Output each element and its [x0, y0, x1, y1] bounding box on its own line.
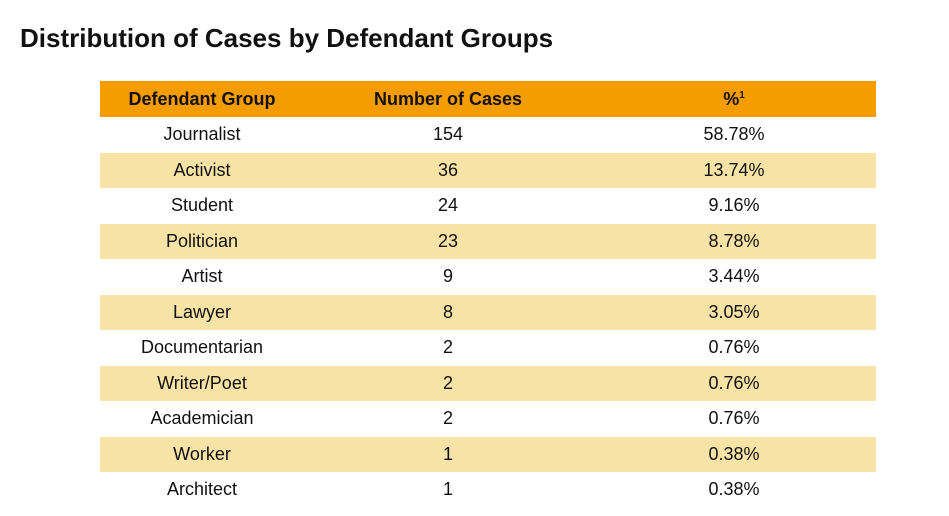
cell-group: Academician: [150, 408, 254, 429]
table-row: Architect 1 0.38%: [100, 472, 876, 508]
table-row: Worker 1 0.38%: [100, 436, 876, 472]
cell-cases: 23: [304, 223, 592, 259]
table-row: Journalist 154 58.78%: [100, 117, 876, 153]
footnote-marker: 1: [739, 89, 745, 101]
page-title: Distribution of Cases by Defendant Group…: [20, 23, 554, 53]
cell-percent: 8.78%: [592, 223, 876, 259]
cell-cases: 36: [304, 152, 592, 188]
cell-group: Worker: [100, 436, 304, 472]
header-percent-label: %: [723, 88, 740, 109]
cell-percent: 13.74%: [592, 152, 876, 188]
cases-table: Defendant Group Number of Cases %1 Journ…: [100, 81, 876, 508]
cell-group: Architect: [166, 479, 238, 500]
header-number-of-cases: Number of Cases: [304, 81, 592, 117]
cell-percent: 3.44%: [708, 266, 760, 287]
cell-group: Activist: [100, 152, 304, 188]
cell-cases: 2: [442, 408, 453, 429]
cell-cases: 2: [442, 337, 453, 358]
cell-group: Student: [170, 195, 234, 216]
cell-group: Writer/Poet: [100, 365, 304, 401]
cell-percent: 0.38%: [592, 436, 876, 472]
cell-cases: 1: [304, 436, 592, 472]
table-row: Artist 9 3.44%: [100, 259, 876, 295]
table-header-row: Defendant Group Number of Cases %1: [100, 81, 876, 117]
cell-percent: 0.76%: [592, 365, 876, 401]
cell-cases: 154: [432, 124, 464, 145]
cell-cases: 9: [442, 266, 453, 287]
cell-group: Lawyer: [100, 294, 304, 330]
table-row: Student 24 9.16%: [100, 188, 876, 224]
cell-cases: 24: [437, 195, 459, 216]
table-body: Journalist 154 58.78% Activist 36 13.74%…: [100, 117, 876, 508]
cell-group: Documentarian: [140, 337, 264, 358]
cell-cases: 2: [304, 365, 592, 401]
cell-group: Politician: [100, 223, 304, 259]
table-row: Academician 2 0.76%: [100, 401, 876, 437]
table-row: Lawyer 8 3.05%: [100, 294, 876, 330]
cell-percent: 58.78%: [703, 124, 765, 145]
cell-percent: 0.76%: [708, 337, 760, 358]
cell-group: Journalist: [163, 124, 241, 145]
table-row: Politician 23 8.78%: [100, 223, 876, 259]
table-row: Activist 36 13.74%: [100, 152, 876, 188]
cell-percent: 0.38%: [708, 479, 760, 500]
cell-cases: 1: [442, 479, 453, 500]
cell-percent: 3.05%: [592, 294, 876, 330]
cell-group: Artist: [181, 266, 223, 287]
header-defendant-group: Defendant Group: [100, 81, 304, 117]
header-percent: %1: [592, 81, 876, 117]
cell-cases: 8: [304, 294, 592, 330]
table-row: Documentarian 2 0.76%: [100, 330, 876, 366]
cell-percent: 9.16%: [708, 195, 760, 216]
table-row: Writer/Poet 2 0.76%: [100, 365, 876, 401]
cell-percent: 0.76%: [708, 408, 760, 429]
